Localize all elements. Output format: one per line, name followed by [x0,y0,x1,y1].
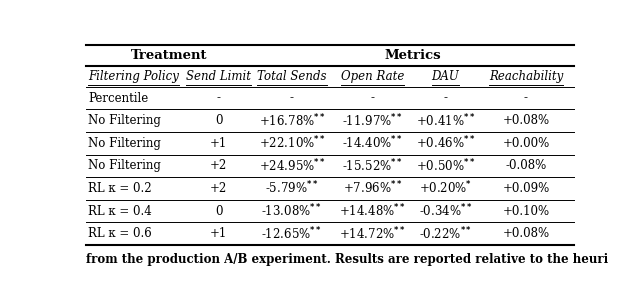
Text: -: - [217,91,221,105]
Text: -0.22%$^{\mathbf{**}}$: -0.22%$^{\mathbf{**}}$ [419,225,472,242]
Text: Metrics: Metrics [384,49,441,62]
Text: RL κ = 0.2: RL κ = 0.2 [88,182,152,195]
Text: -0.08%: -0.08% [506,159,547,172]
Text: from the production A/B experiment. Results are reported relative to the heuri: from the production A/B experiment. Resu… [86,253,608,266]
Text: -: - [524,91,528,105]
Text: Filtering Policy: Filtering Policy [88,70,179,83]
Text: +2: +2 [210,182,227,195]
Text: -12.65%$^{\mathbf{**}}$: -12.65%$^{\mathbf{**}}$ [262,225,323,242]
Text: +16.78%$^{\mathbf{**}}$: +16.78%$^{\mathbf{**}}$ [259,112,325,129]
Text: RL κ = 0.4: RL κ = 0.4 [88,205,152,217]
Text: 0: 0 [215,114,223,127]
Text: +0.46%$^{\mathbf{**}}$: +0.46%$^{\mathbf{**}}$ [416,135,476,151]
Text: No Filtering: No Filtering [88,137,161,150]
Text: +0.09%: +0.09% [502,182,550,195]
Text: -15.52%$^{\mathbf{**}}$: -15.52%$^{\mathbf{**}}$ [342,157,403,174]
Text: -: - [290,91,294,105]
Text: -: - [371,91,374,105]
Text: DAU: DAU [431,70,460,83]
Text: RL κ = 0.6: RL κ = 0.6 [88,227,152,240]
Text: +0.50%$^{\mathbf{**}}$: +0.50%$^{\mathbf{**}}$ [416,157,476,174]
Text: +0.41%$^{\mathbf{**}}$: +0.41%$^{\mathbf{**}}$ [416,112,476,129]
Text: +1: +1 [210,227,227,240]
Text: No Filtering: No Filtering [88,114,161,127]
Text: +1: +1 [210,137,227,150]
Text: Send Limit: Send Limit [186,70,252,83]
Text: +24.95%$^{\mathbf{**}}$: +24.95%$^{\mathbf{**}}$ [259,157,325,174]
Text: Percentile: Percentile [88,91,148,105]
Text: -11.97%$^{\mathbf{**}}$: -11.97%$^{\mathbf{**}}$ [342,112,403,129]
Text: +14.72%$^{\mathbf{**}}$: +14.72%$^{\mathbf{**}}$ [339,225,406,242]
Text: Reachability: Reachability [489,70,563,83]
Text: Total Sends: Total Sends [257,70,326,83]
Text: -14.40%$^{\mathbf{**}}$: -14.40%$^{\mathbf{**}}$ [342,135,403,151]
Text: +0.08%: +0.08% [502,227,550,240]
Text: +0.08%: +0.08% [502,114,550,127]
Text: -5.79%$^{\mathbf{**}}$: -5.79%$^{\mathbf{**}}$ [265,180,319,197]
Text: -: - [444,91,447,105]
Text: No Filtering: No Filtering [88,159,161,172]
Text: +14.48%$^{\mathbf{**}}$: +14.48%$^{\mathbf{**}}$ [339,203,406,219]
Text: -0.34%$^{\mathbf{**}}$: -0.34%$^{\mathbf{**}}$ [419,203,472,219]
Text: +22.10%$^{\mathbf{**}}$: +22.10%$^{\mathbf{**}}$ [259,135,325,151]
Text: +0.10%: +0.10% [502,205,550,217]
Text: Treatment: Treatment [131,49,207,62]
Text: +0.00%: +0.00% [502,137,550,150]
Text: +7.96%$^{\mathbf{**}}$: +7.96%$^{\mathbf{**}}$ [343,180,402,197]
Text: -13.08%$^{\mathbf{**}}$: -13.08%$^{\mathbf{**}}$ [262,203,323,219]
Text: +0.20%$^{\mathbf{*}}$: +0.20%$^{\mathbf{*}}$ [419,180,472,197]
Text: 0: 0 [215,205,223,217]
Text: +2: +2 [210,159,227,172]
Text: Open Rate: Open Rate [340,70,404,83]
